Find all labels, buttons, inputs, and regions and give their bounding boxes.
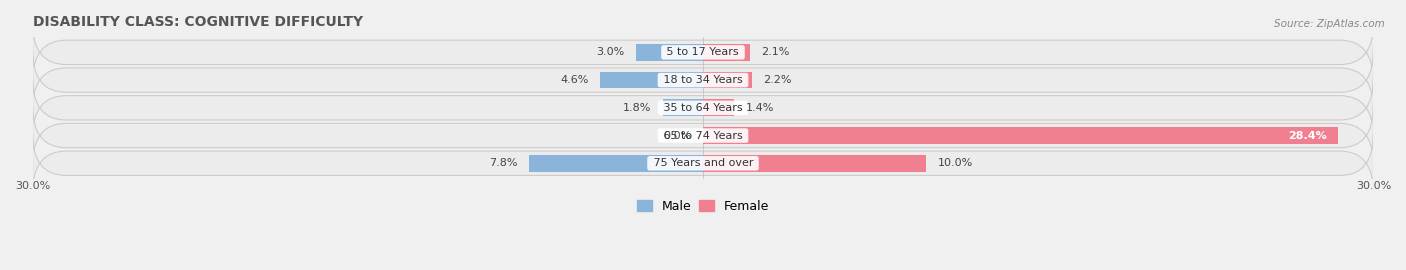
Text: 2.2%: 2.2% <box>763 75 792 85</box>
Text: 35 to 64 Years: 35 to 64 Years <box>659 103 747 113</box>
Text: 7.8%: 7.8% <box>489 158 517 168</box>
Text: 4.6%: 4.6% <box>561 75 589 85</box>
Text: 5 to 17 Years: 5 to 17 Years <box>664 47 742 57</box>
Bar <box>703 44 749 61</box>
FancyBboxPatch shape <box>32 134 1374 193</box>
Text: DISABILITY CLASS: COGNITIVE DIFFICULTY: DISABILITY CLASS: COGNITIVE DIFFICULTY <box>32 15 363 29</box>
Text: Source: ZipAtlas.com: Source: ZipAtlas.com <box>1274 19 1385 29</box>
Legend: Male, Female: Male, Female <box>631 194 775 218</box>
Text: 65 to 74 Years: 65 to 74 Years <box>659 130 747 141</box>
Text: 1.4%: 1.4% <box>745 103 773 113</box>
Text: 28.4%: 28.4% <box>1288 130 1326 141</box>
Text: 3.0%: 3.0% <box>596 47 624 57</box>
Bar <box>636 44 703 61</box>
FancyBboxPatch shape <box>32 78 1374 137</box>
FancyBboxPatch shape <box>32 51 1374 109</box>
FancyBboxPatch shape <box>32 23 1374 82</box>
Bar <box>703 100 734 116</box>
Text: 10.0%: 10.0% <box>938 158 973 168</box>
Bar <box>703 155 927 172</box>
Text: 2.1%: 2.1% <box>761 47 790 57</box>
Bar <box>703 72 752 88</box>
Text: 0.0%: 0.0% <box>664 130 692 141</box>
FancyBboxPatch shape <box>32 106 1374 165</box>
Bar <box>529 155 703 172</box>
Bar <box>600 72 703 88</box>
Bar <box>703 127 1337 144</box>
Text: 18 to 34 Years: 18 to 34 Years <box>659 75 747 85</box>
Bar <box>662 100 703 116</box>
Text: 1.8%: 1.8% <box>623 103 651 113</box>
Text: 75 Years and over: 75 Years and over <box>650 158 756 168</box>
